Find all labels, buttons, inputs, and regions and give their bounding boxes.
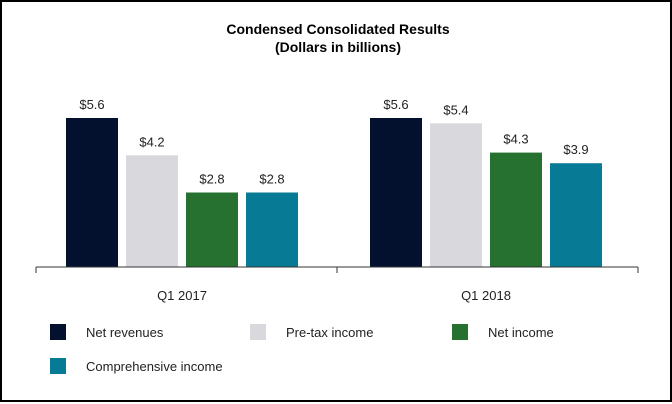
legend-swatch-net-income <box>452 324 468 340</box>
legend-label-net-income: Net income <box>488 325 554 340</box>
legend: Net revenues Pre-tax income Net income Comp… <box>50 324 554 374</box>
data-label: $5.4 <box>443 102 468 117</box>
chart-title: Condensed Consolidated Results <box>226 21 449 37</box>
x-tick-label: Q1 2017 <box>157 288 207 303</box>
legend-label-net-revenues: Net revenues <box>86 325 164 340</box>
legend-label-comprehensive-income: Comprehensive income <box>86 359 223 374</box>
bar-net-revenues-q1-2018 <box>370 118 422 267</box>
bar-comprehensive-income-q1-2018 <box>550 163 602 267</box>
legend-label-pre-tax-income: Pre-tax income <box>286 325 373 340</box>
legend-swatch-net-revenues <box>50 324 66 340</box>
bar-pre-tax-income-q1-2017 <box>126 155 178 267</box>
data-label: $4.2 <box>139 134 164 149</box>
legend-swatch-comprehensive-income <box>50 358 66 374</box>
bar-pre-tax-income-q1-2018 <box>430 123 482 267</box>
data-label: $3.9 <box>563 142 588 157</box>
chart-subtitle: (Dollars in billions) <box>275 39 401 55</box>
data-label: $4.3 <box>503 132 528 147</box>
bar-comprehensive-income-q1-2017 <box>246 192 298 267</box>
bar-net-income-q1-2018 <box>490 152 542 267</box>
data-label: $2.8 <box>259 172 284 187</box>
bar-net-revenues-q1-2017 <box>66 118 118 267</box>
data-label: $5.6 <box>79 97 104 112</box>
x-tick-label: Q1 2018 <box>461 288 511 303</box>
data-label: $5.6 <box>383 97 408 112</box>
plot-area: $5.6 $5.6 $4.2 $5.4 $2.8 $4.3 $2.8 $3.9 Q1 2017 Q… <box>35 97 639 303</box>
legend-swatch-pre-tax-income <box>250 324 266 340</box>
data-label: $2.8 <box>199 172 224 187</box>
bar-net-income-q1-2017 <box>186 192 238 267</box>
